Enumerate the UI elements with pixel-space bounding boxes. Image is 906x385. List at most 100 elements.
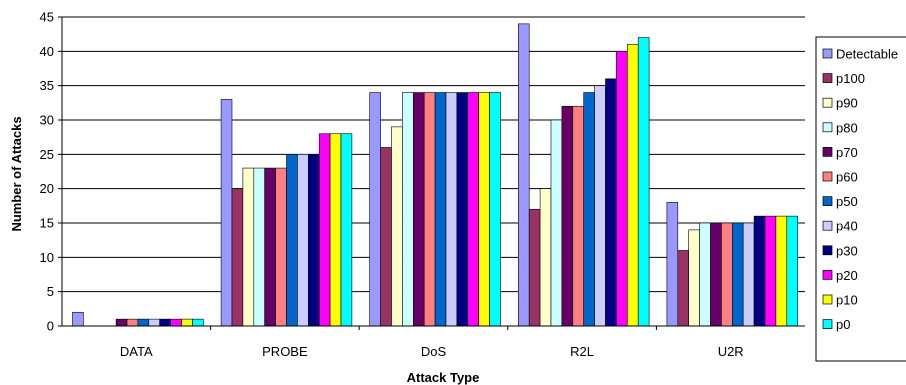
bar-p10-dos bbox=[479, 93, 490, 326]
bar-p10-u2r bbox=[776, 216, 787, 326]
bar-p80-probe bbox=[254, 168, 265, 326]
bar-p30-dos bbox=[457, 93, 468, 326]
bar-p70-dos bbox=[413, 93, 424, 326]
bar-p70-u2r bbox=[711, 223, 722, 326]
legend-swatch bbox=[823, 74, 832, 83]
legend-swatch bbox=[823, 147, 832, 156]
legend-label: p20 bbox=[836, 268, 858, 283]
bar-p20-dos bbox=[468, 93, 479, 326]
bar-p10-r2l bbox=[627, 44, 638, 326]
bar-p80-r2l bbox=[551, 120, 562, 326]
legend-label: p70 bbox=[836, 145, 858, 160]
bar-p40-data bbox=[149, 319, 160, 326]
legend-label: p30 bbox=[836, 243, 858, 258]
bar-p0-r2l bbox=[638, 38, 649, 326]
legend-label: Detectable bbox=[836, 47, 898, 62]
bar-p30-u2r bbox=[754, 216, 765, 326]
bar-p20-probe bbox=[319, 134, 330, 326]
bar-p80-dos bbox=[402, 93, 413, 326]
legend-swatch bbox=[823, 197, 832, 206]
y-tick-label: 35 bbox=[40, 78, 54, 93]
y-tick-label: 15 bbox=[40, 216, 54, 231]
y-tick-label: 10 bbox=[40, 250, 54, 265]
legend-label: p10 bbox=[836, 293, 858, 308]
legend-swatch bbox=[823, 49, 832, 58]
legend-swatch bbox=[823, 270, 832, 279]
bar-p40-u2r bbox=[743, 223, 754, 326]
bar-p60-probe bbox=[276, 168, 287, 326]
bar-p70-r2l bbox=[562, 106, 573, 326]
x-category-label: U2R bbox=[718, 344, 744, 359]
y-tick-label: 40 bbox=[40, 44, 54, 59]
legend-label: p60 bbox=[836, 170, 858, 185]
legend-label: p80 bbox=[836, 120, 858, 135]
y-tick-label: 20 bbox=[40, 181, 54, 196]
x-category-label: DoS bbox=[421, 344, 447, 359]
x-category-label: PROBE bbox=[262, 344, 308, 359]
bar-p40-r2l bbox=[595, 86, 606, 326]
legend-swatch bbox=[823, 295, 832, 304]
bar-p40-probe bbox=[297, 154, 308, 326]
bar-p20-data bbox=[171, 319, 182, 326]
bar-p0-probe bbox=[341, 134, 352, 326]
bar-p30-probe bbox=[308, 154, 319, 326]
bar-detectable-dos bbox=[370, 93, 381, 326]
y-tick-label: 45 bbox=[40, 10, 54, 25]
bar-p100-u2r bbox=[678, 250, 689, 326]
legend-swatch bbox=[823, 320, 832, 329]
legend-swatch bbox=[823, 246, 832, 255]
y-tick-label: 0 bbox=[47, 319, 54, 334]
bar-p10-probe bbox=[330, 134, 341, 326]
x-axis-title: Attack Type bbox=[407, 370, 480, 385]
y-tick-label: 30 bbox=[40, 113, 54, 128]
y-tick-labels: 0 5 10 15 20 25 30 35 40 45 bbox=[40, 10, 54, 334]
bar-p20-u2r bbox=[765, 216, 776, 326]
bar-p30-r2l bbox=[606, 79, 617, 326]
bar-p0-data bbox=[192, 319, 203, 326]
y-tick-label: 5 bbox=[47, 284, 54, 299]
bar-p10-data bbox=[182, 319, 193, 326]
bar-p0-u2r bbox=[787, 216, 798, 326]
bar-p0-dos bbox=[490, 93, 501, 326]
legend-swatch bbox=[823, 123, 832, 132]
bar-p40-dos bbox=[446, 93, 457, 326]
legend-swatch bbox=[823, 172, 832, 181]
bar-p50-r2l bbox=[584, 93, 595, 326]
legend-swatch bbox=[823, 98, 832, 107]
y-tick-label: 25 bbox=[40, 147, 54, 162]
bar-p70-data bbox=[116, 319, 127, 326]
bar-p100-dos bbox=[381, 147, 392, 326]
legend-label: p40 bbox=[836, 219, 858, 234]
bar-p100-r2l bbox=[529, 209, 540, 326]
bar-p60-data bbox=[127, 319, 138, 326]
bar-p30-data bbox=[160, 319, 171, 326]
legend-label: p100 bbox=[836, 71, 865, 86]
bar-p90-u2r bbox=[689, 230, 700, 326]
bar-detectable-u2r bbox=[667, 202, 678, 326]
bar-detectable-r2l bbox=[518, 24, 529, 326]
x-category-label: R2L bbox=[570, 344, 594, 359]
bar-p60-r2l bbox=[573, 106, 584, 326]
bar-p90-probe bbox=[243, 168, 254, 326]
bar-p20-r2l bbox=[616, 51, 627, 326]
bar-p50-probe bbox=[287, 154, 298, 326]
bars bbox=[73, 24, 798, 326]
legend-label: p0 bbox=[836, 317, 850, 332]
legend-label: p50 bbox=[836, 194, 858, 209]
bar-p100-probe bbox=[232, 189, 243, 326]
bar-p60-dos bbox=[424, 93, 435, 326]
x-category-label: DATA bbox=[120, 344, 153, 359]
bar-p90-dos bbox=[392, 127, 403, 326]
x-category-labels: DATA PROBE DoS R2L U2R bbox=[120, 344, 744, 359]
bar-detectable-data bbox=[73, 312, 84, 326]
bar-p50-data bbox=[138, 319, 149, 326]
legend-swatch bbox=[823, 221, 832, 230]
y-axis-title: Number of Attacks bbox=[9, 116, 24, 231]
bar-p50-u2r bbox=[732, 223, 743, 326]
legend-label: p90 bbox=[836, 96, 858, 111]
bar-p80-u2r bbox=[700, 223, 711, 326]
bar-detectable-probe bbox=[221, 99, 232, 326]
bar-p60-u2r bbox=[721, 223, 732, 326]
legend: Detectable p100 p90 p80 p70 p60 p50 p40 p30 p20 p1… bbox=[816, 37, 906, 361]
